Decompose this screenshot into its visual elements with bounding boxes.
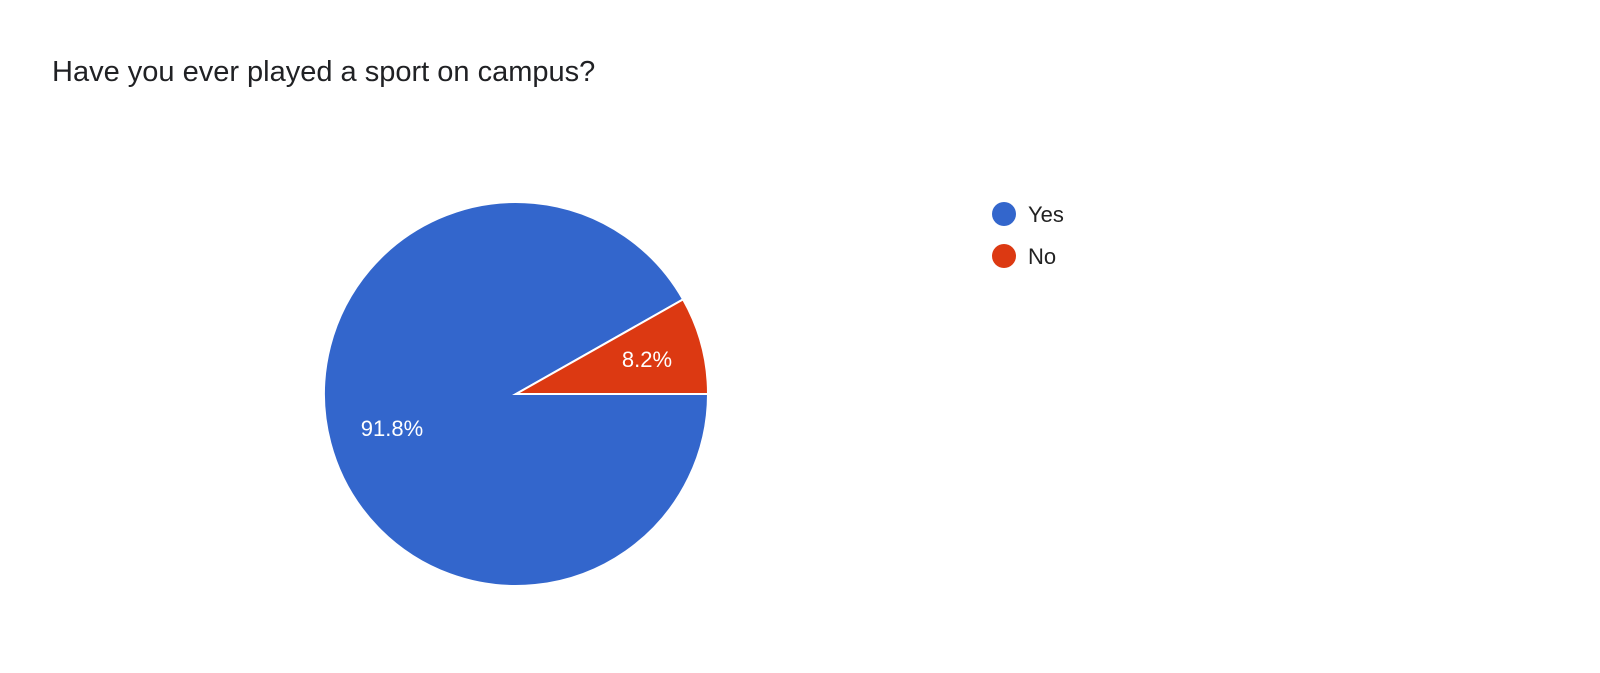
legend-label: Yes xyxy=(1028,202,1064,227)
legend-swatch xyxy=(992,244,1016,268)
slice-label-no: 8.2% xyxy=(622,347,672,372)
legend-item-yes[interactable]: Yes xyxy=(992,202,1064,227)
chart-title: Have you ever played a sport on campus? xyxy=(52,56,596,88)
pie-slice-no[interactable] xyxy=(512,298,710,395)
legend-item-no[interactable]: No xyxy=(992,244,1056,269)
legend-label: No xyxy=(1028,244,1056,269)
slice-label-yes: 91.8% xyxy=(361,416,423,441)
legend-swatch xyxy=(992,202,1016,226)
